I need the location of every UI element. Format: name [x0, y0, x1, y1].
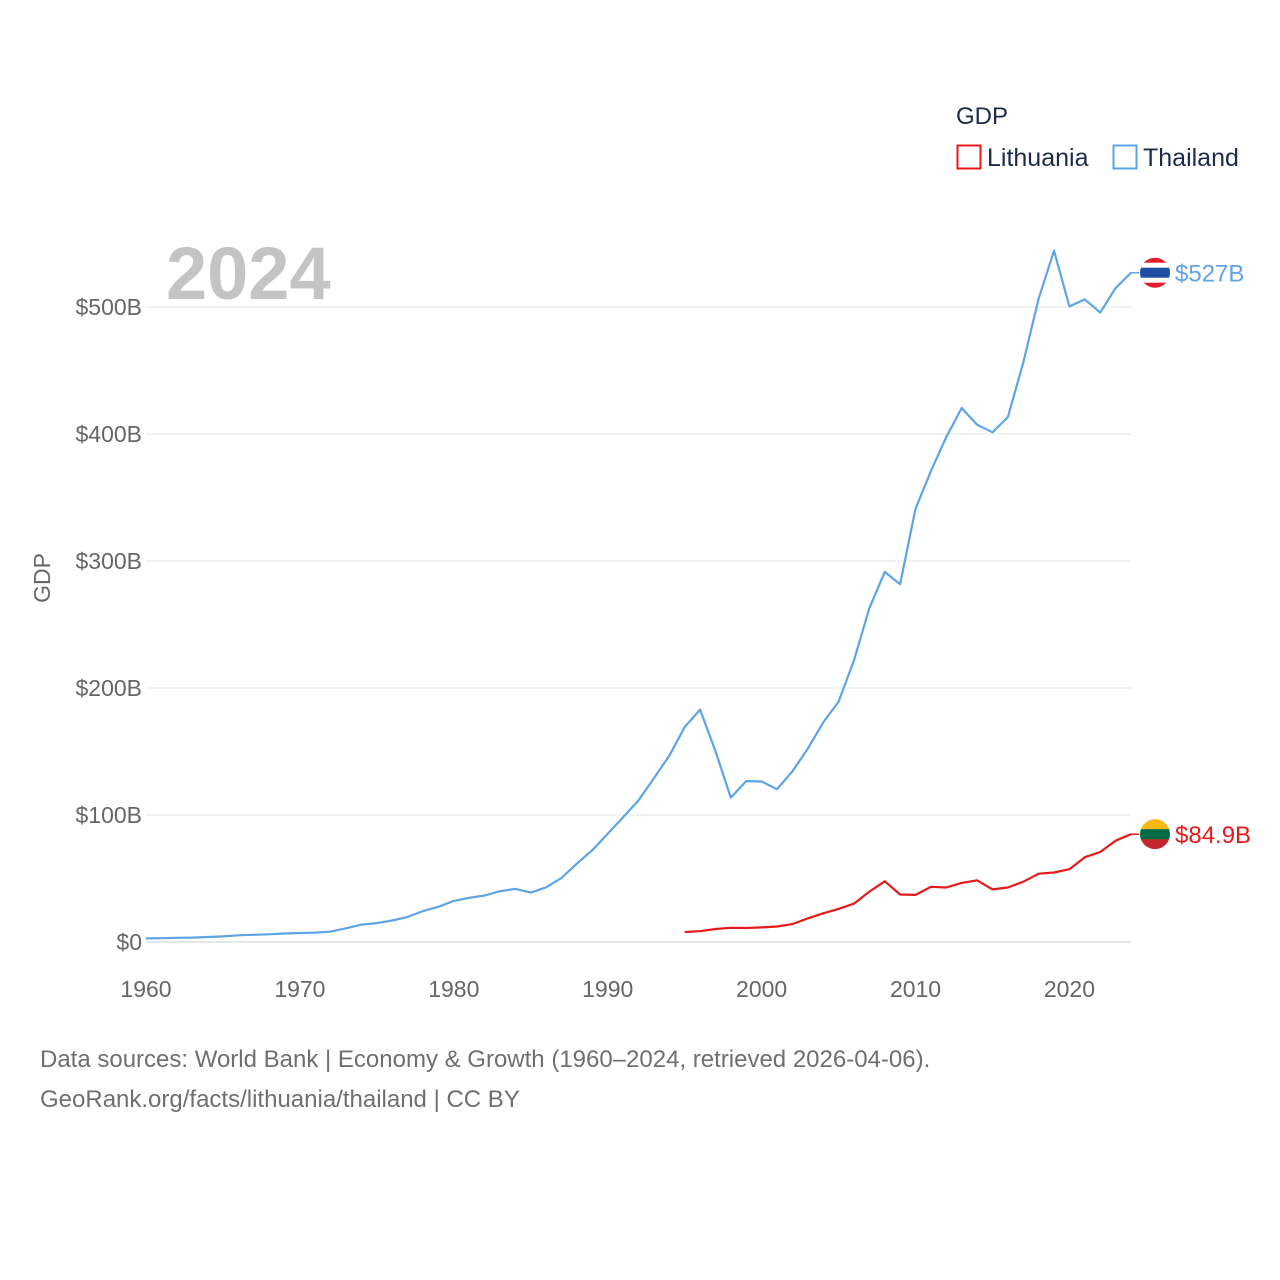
- legend-title: GDP: [956, 103, 1008, 130]
- x-tick-label: 1960: [120, 976, 171, 1002]
- y-axis-ticks: $0 $100B $200B $300B $400B $500B: [75, 294, 142, 955]
- x-tick-label: 2010: [890, 976, 941, 1002]
- x-tick-label: 1980: [428, 976, 479, 1002]
- legend-swatch-thailand: [1112, 144, 1138, 170]
- legend: GDP Lithuania Thailand: [956, 103, 1239, 172]
- gridlines: [146, 306, 1131, 943]
- legend-swatch-lithuania: [956, 144, 982, 170]
- y-tick-label: $100B: [75, 802, 142, 828]
- y-tick-label: $0: [116, 929, 142, 955]
- y-tick-label: $400B: [75, 421, 142, 447]
- y-axis-title: GDP: [29, 553, 55, 603]
- y-tick-label: $200B: [75, 675, 142, 701]
- x-axis-ticks: 1960 1970 1980 1990 2000 2010 2020: [120, 976, 1095, 1002]
- data-source-note: Data sources: World Bank | Economy & Gro…: [40, 1046, 931, 1073]
- series-line-thailand: [145, 249, 1132, 940]
- flag-lithuania-icon: [1140, 819, 1170, 850]
- series-lines: [145, 249, 1132, 940]
- y-tick-label: $500B: [75, 294, 142, 320]
- legend-item-lithuania[interactable]: Lithuania: [956, 144, 1089, 172]
- source-link[interactable]: GeoRank.org/facts/lithuania/thailand | C…: [40, 1086, 520, 1113]
- x-tick-label: 2000: [736, 976, 787, 1002]
- end-value-label-lithuania: $84.9B: [1175, 822, 1251, 849]
- x-tick-label: 1990: [582, 976, 633, 1002]
- y-tick-label: $300B: [75, 548, 142, 574]
- end-value-label-thailand: $527B: [1175, 261, 1244, 288]
- legend-item-thailand[interactable]: Thailand: [1112, 144, 1239, 172]
- legend-label-thailand: Thailand: [1143, 144, 1239, 172]
- x-tick-label: 1970: [274, 976, 325, 1002]
- footer: Data sources: World Bank | Economy & Gro…: [40, 1040, 1240, 1120]
- x-tick-label: 2020: [1044, 976, 1095, 1002]
- end-labels: $527B $84.9B: [1131, 257, 1251, 850]
- flag-thailand-icon: [1140, 257, 1170, 288]
- legend-label-lithuania: Lithuania: [987, 144, 1089, 172]
- series-line-lithuania: [684, 833, 1132, 934]
- current-year-label: 2024: [166, 232, 331, 315]
